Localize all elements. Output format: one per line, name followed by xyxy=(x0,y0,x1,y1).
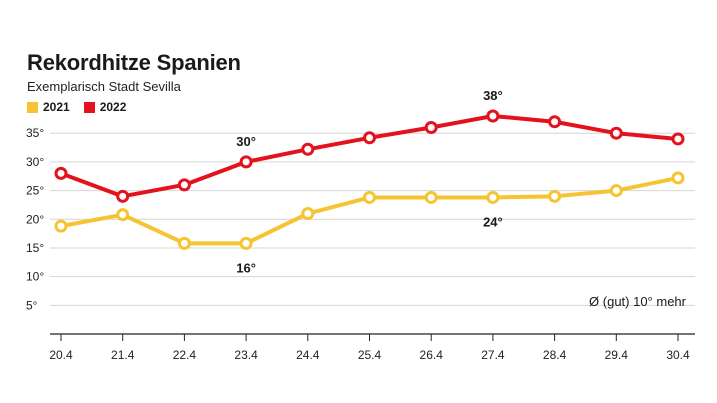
y-tick-label: 15° xyxy=(26,241,44,255)
y-tick-label: 20° xyxy=(26,212,44,226)
y-axis-ticks: 5° 10° 15° 20° 25° 30° 35° xyxy=(26,126,44,312)
annotation-label: 30° xyxy=(236,134,256,149)
x-axis: 20.4 21.4 22.4 23.4 24.4 25.4 26.4 27.4 28.4 29.4… xyxy=(49,333,695,362)
series-2022 xyxy=(54,109,685,203)
x-tick-label: 21.4 xyxy=(111,348,135,362)
y-tick-label: 25° xyxy=(26,184,44,198)
y-tick-label: 5° xyxy=(26,298,38,312)
data-point xyxy=(363,190,376,204)
data-point xyxy=(609,126,623,140)
annotations: 30° 38° 16° 24° xyxy=(236,88,502,275)
legend-item-2022: 2022 xyxy=(83,100,127,114)
x-tick-label: 28.4 xyxy=(543,348,567,362)
data-point xyxy=(486,190,500,204)
series-line-2022 xyxy=(59,114,680,199)
series-2021 xyxy=(54,171,685,250)
annotation-label: 24° xyxy=(483,214,503,229)
data-point xyxy=(363,131,376,145)
x-tick-label: 25.4 xyxy=(358,348,382,362)
x-tick-label: 29.4 xyxy=(605,348,629,362)
y-tick-label: 10° xyxy=(26,270,44,284)
data-point xyxy=(548,189,562,203)
legend-label-2022: 2022 xyxy=(99,100,127,114)
legend: 2021 2022 xyxy=(27,100,126,114)
data-point xyxy=(548,115,562,129)
x-tick-label: 24.4 xyxy=(296,348,320,362)
legend-label-2021: 2021 xyxy=(43,100,70,114)
data-point xyxy=(177,236,191,250)
series-group xyxy=(54,109,685,250)
series-line-2021 xyxy=(59,175,680,246)
data-point xyxy=(177,178,191,192)
x-tick-label: 23.4 xyxy=(234,348,258,362)
x-tick-label: 27.4 xyxy=(481,348,505,362)
chart-subtitle: Exemplarisch Stadt Sevilla xyxy=(27,79,181,94)
x-tick-label: 20.4 xyxy=(49,348,73,362)
data-point xyxy=(239,236,253,250)
legend-swatch-2022 xyxy=(83,101,95,113)
legend-item-2021: 2021 xyxy=(27,100,70,114)
x-tick-label: 30.4 xyxy=(666,348,690,362)
data-point xyxy=(486,109,500,123)
data-point xyxy=(671,171,685,185)
y-tick-label: 30° xyxy=(26,155,44,169)
data-point xyxy=(116,189,130,203)
grid xyxy=(50,132,695,306)
data-point xyxy=(424,190,438,204)
data-point xyxy=(609,184,623,198)
data-point xyxy=(301,142,315,156)
chart-title: Rekordhitze Spanien xyxy=(27,50,241,75)
note-label: Ø (gut) 10° mehr xyxy=(589,294,687,309)
legend-swatch-2021 xyxy=(27,101,38,113)
annotation-label: 16° xyxy=(236,260,256,275)
data-point xyxy=(301,207,315,221)
data-point xyxy=(116,208,130,222)
annotation-label: 38° xyxy=(483,88,503,103)
x-tick-label: 26.4 xyxy=(420,348,444,362)
data-point xyxy=(54,166,68,180)
data-point xyxy=(424,120,438,134)
x-tick-label: 22.4 xyxy=(173,348,197,362)
data-point xyxy=(54,219,68,233)
y-tick-label: 35° xyxy=(26,126,44,140)
data-point xyxy=(671,132,685,146)
data-point xyxy=(239,155,253,169)
